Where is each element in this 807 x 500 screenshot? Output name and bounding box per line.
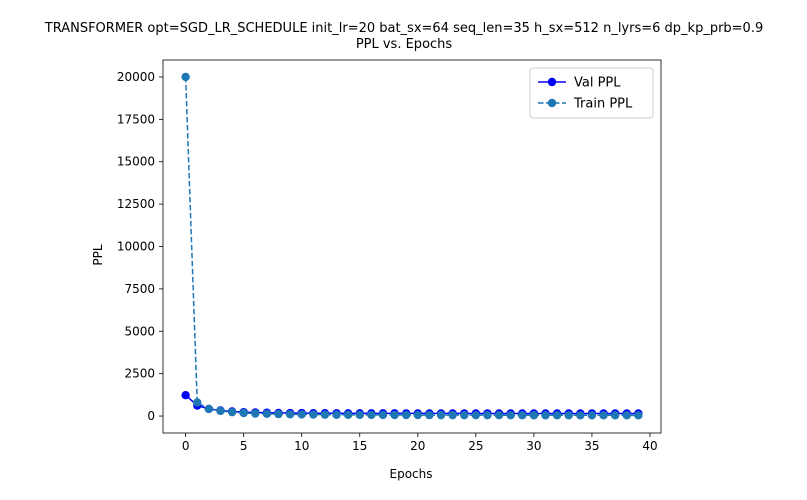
data-point bbox=[483, 410, 492, 420]
data-point bbox=[320, 410, 330, 419]
data-point bbox=[343, 410, 353, 420]
data-point bbox=[425, 410, 434, 420]
legend-label: Val PPL bbox=[574, 76, 621, 91]
x-tick-label: 25 bbox=[468, 439, 483, 453]
y-tick-label: 2500 bbox=[124, 367, 155, 381]
data-point bbox=[332, 410, 341, 419]
data-point bbox=[610, 411, 620, 420]
data-point bbox=[309, 410, 318, 419]
data-point bbox=[413, 410, 423, 420]
series-group bbox=[181, 72, 643, 420]
legend-label: Train PPL bbox=[573, 97, 633, 112]
data-point bbox=[436, 410, 446, 420]
data-point bbox=[448, 410, 457, 420]
data-point bbox=[297, 410, 306, 419]
data-point bbox=[471, 410, 481, 420]
data-point bbox=[251, 409, 260, 418]
x-tick-label: 20 bbox=[410, 439, 425, 453]
y-tick-label: 10000 bbox=[117, 240, 155, 254]
data-point bbox=[204, 404, 214, 414]
data-point bbox=[541, 411, 550, 420]
data-point bbox=[460, 410, 469, 420]
x-tick-label: 30 bbox=[526, 439, 541, 453]
legend-marker bbox=[547, 98, 557, 108]
data-point bbox=[181, 390, 190, 400]
y-tick-label: 7500 bbox=[124, 282, 155, 296]
data-point bbox=[262, 409, 272, 419]
plot-area: 0 5 10 15 20 25 30 35 40 0 2500 5000 7500 10000 12500 1… bbox=[117, 59, 662, 453]
y-tick-label: 20000 bbox=[117, 70, 155, 84]
data-point bbox=[599, 411, 608, 420]
data-point bbox=[285, 410, 295, 419]
series-line bbox=[185, 394, 639, 415]
y-tick-label: 15000 bbox=[117, 155, 155, 169]
legend-item: Train PPL bbox=[538, 97, 633, 112]
data-point bbox=[587, 411, 597, 420]
data-point bbox=[193, 398, 202, 407]
y-tick-label: 0 bbox=[147, 409, 155, 423]
series-line bbox=[184, 76, 639, 417]
y-axis-label: PPL bbox=[91, 244, 105, 265]
data-point bbox=[634, 411, 643, 420]
data-point bbox=[216, 406, 225, 416]
x-tick-label: 40 bbox=[642, 439, 657, 453]
x-tick-label: 0 bbox=[182, 439, 190, 453]
data-point bbox=[622, 411, 631, 420]
chart-title: TRANSFORMER opt=SGD_LR_SCHEDULE init_lr=… bbox=[44, 21, 763, 36]
y-tick-label: 17500 bbox=[117, 112, 155, 126]
data-point bbox=[239, 408, 248, 418]
x-tick-label: 5 bbox=[240, 439, 248, 453]
chart-subtitle: PPL vs. Epochs bbox=[356, 37, 453, 52]
data-point bbox=[564, 411, 573, 420]
data-point bbox=[227, 407, 237, 417]
data-point bbox=[529, 411, 539, 420]
data-point bbox=[274, 409, 283, 419]
x-axis-label: Epochs bbox=[390, 467, 433, 481]
x-tick-label: 15 bbox=[352, 439, 367, 453]
data-point bbox=[518, 411, 527, 420]
y-tick-label: 5000 bbox=[124, 324, 155, 338]
data-point bbox=[181, 72, 190, 82]
data-point bbox=[576, 411, 585, 420]
data-point bbox=[378, 410, 388, 420]
data-point bbox=[552, 411, 562, 420]
series-1 bbox=[181, 72, 643, 420]
legend-marker bbox=[547, 77, 557, 87]
data-point bbox=[506, 411, 515, 420]
data-point bbox=[367, 410, 376, 420]
x-tick-label: 10 bbox=[294, 439, 309, 453]
data-point bbox=[355, 410, 364, 420]
legend-box bbox=[529, 67, 654, 119]
y-tick-label: 12500 bbox=[117, 197, 155, 211]
axes-frame bbox=[162, 59, 662, 434]
legend-item: Val PPL bbox=[538, 76, 621, 91]
x-tick-label: 35 bbox=[584, 439, 599, 453]
legend: Val PPL Train PPL bbox=[529, 67, 654, 119]
data-point bbox=[401, 410, 411, 420]
data-point bbox=[494, 410, 504, 420]
data-point bbox=[390, 410, 399, 420]
